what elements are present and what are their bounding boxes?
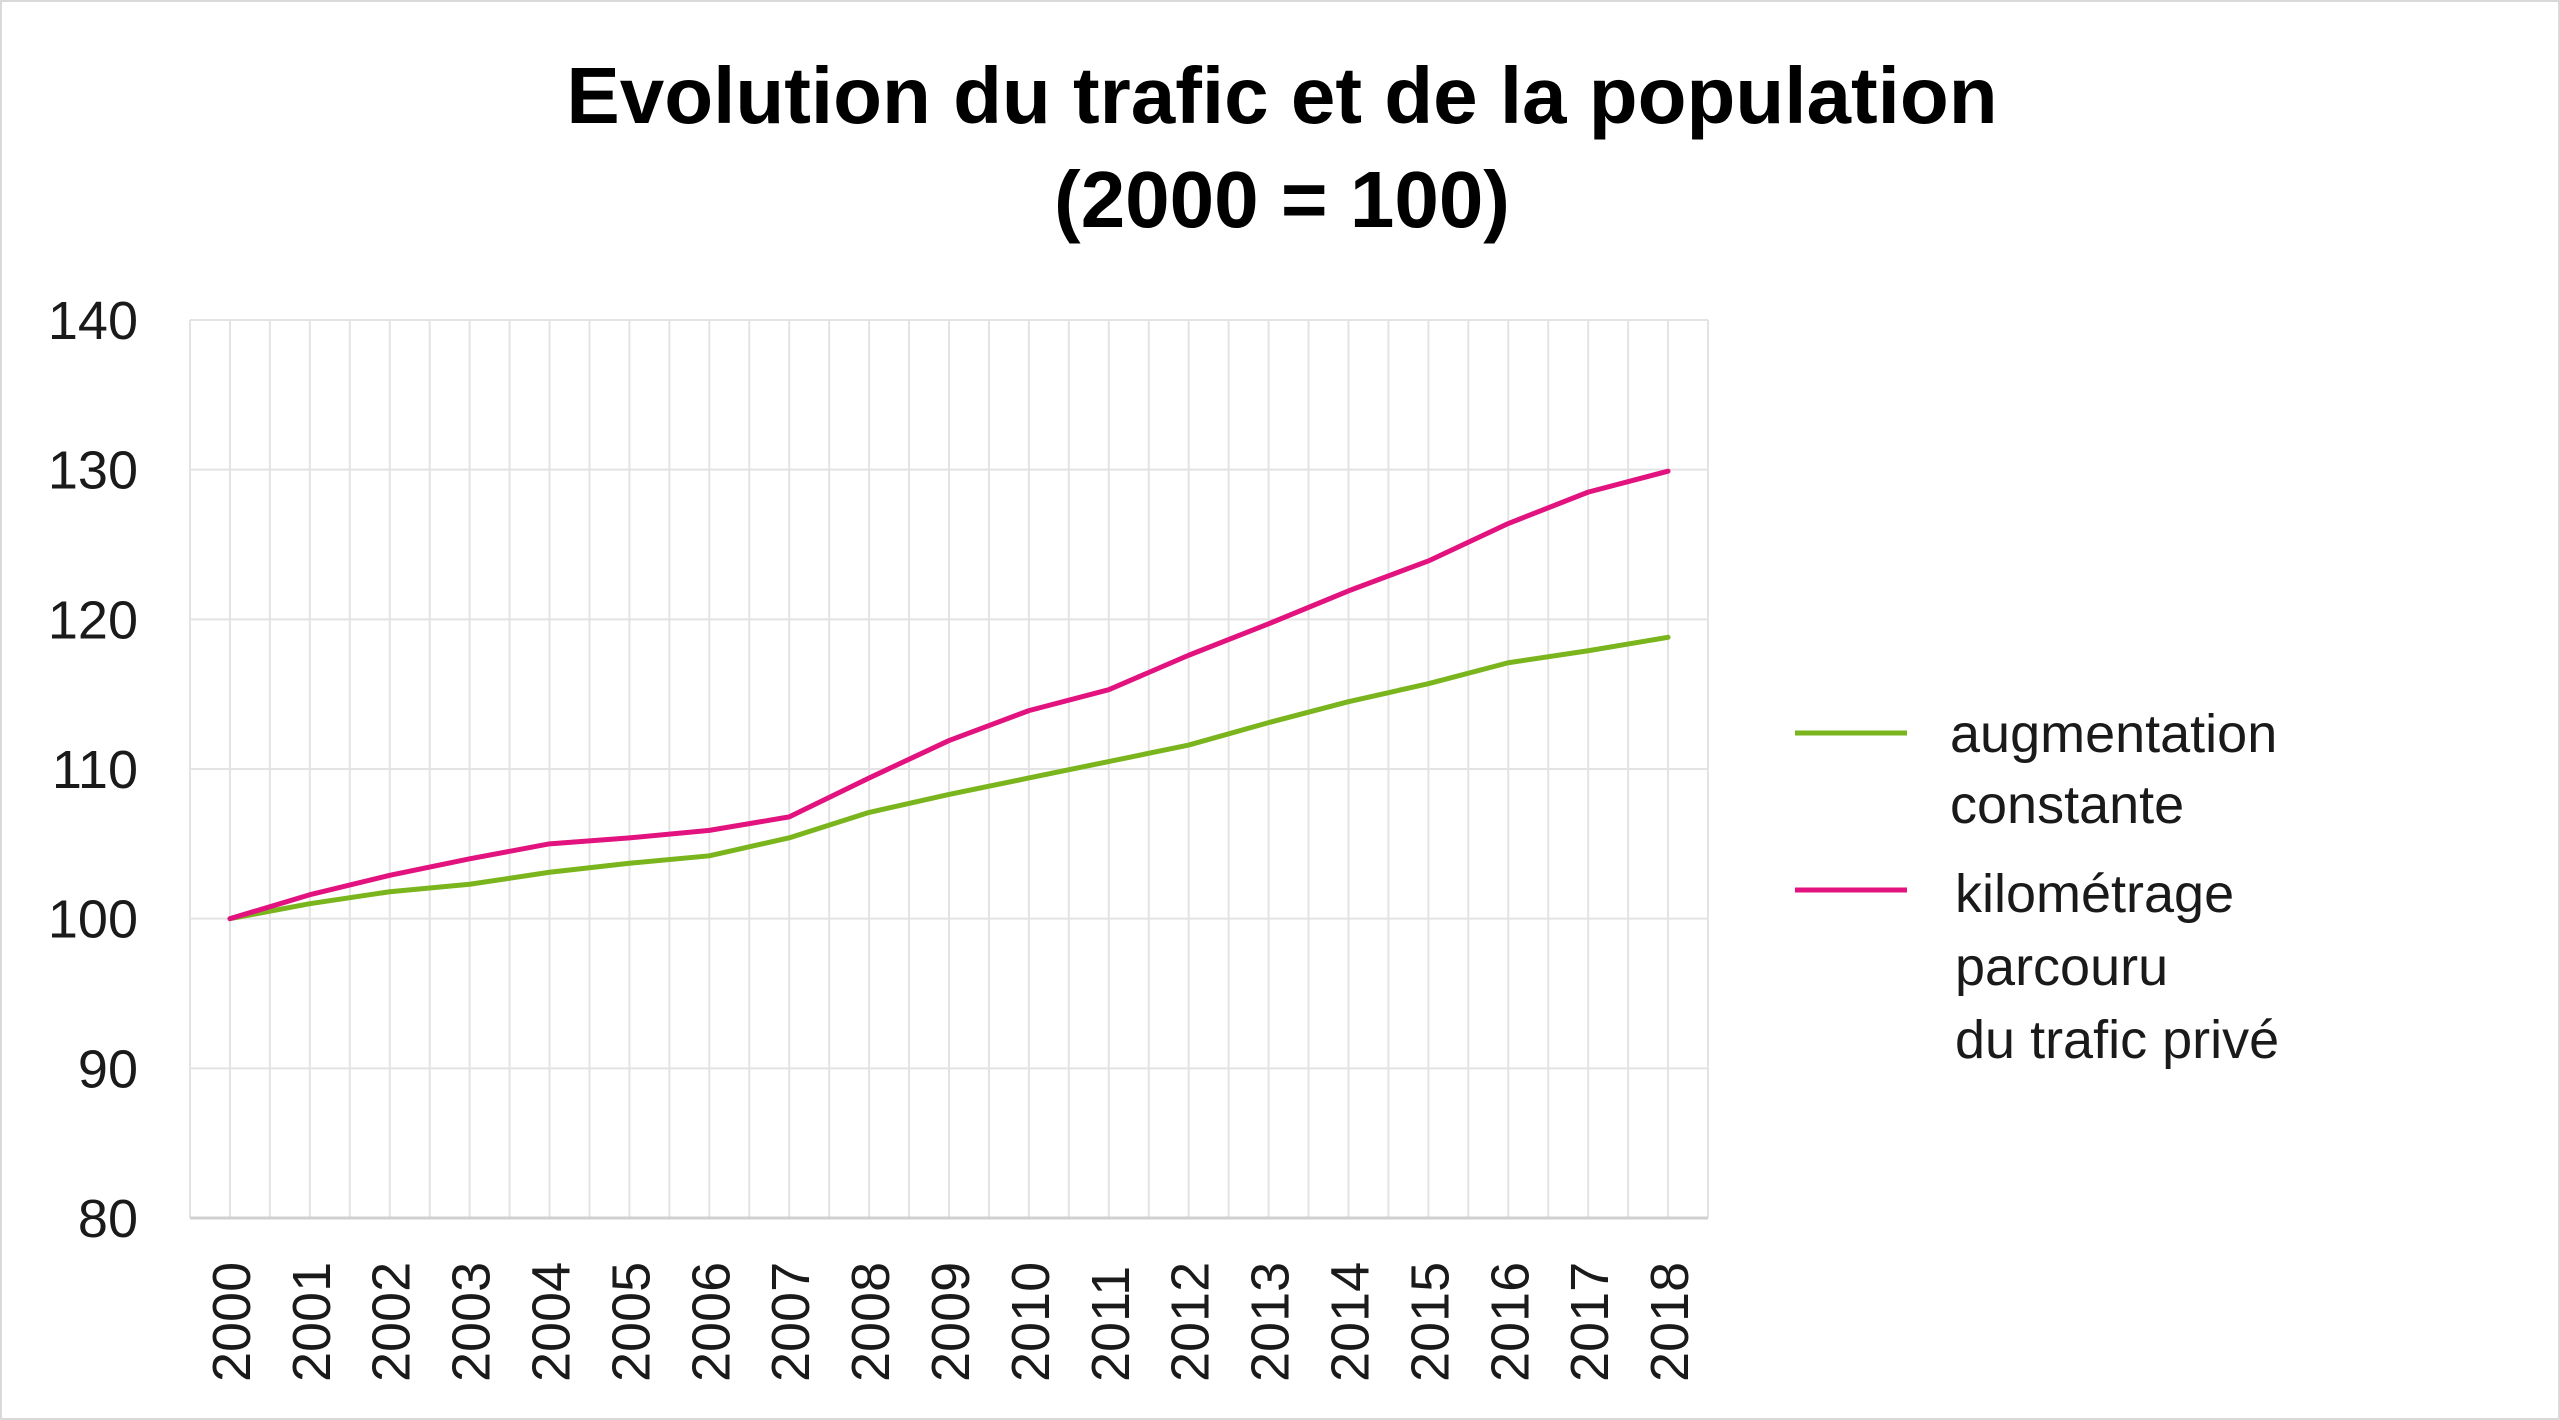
x-tick-label: 2008: [841, 1262, 901, 1382]
x-tick-label: 2000: [202, 1262, 262, 1382]
x-tick-label: 2014: [1320, 1262, 1380, 1382]
series-1-point: [1667, 470, 1669, 472]
x-tick-label: 2004: [522, 1262, 582, 1382]
x-tick-label: 2007: [761, 1262, 821, 1382]
series-0-point: [708, 855, 710, 857]
x-tick-label: 2003: [442, 1262, 502, 1382]
legend-label-augmentation-line-1: augmentation: [1950, 704, 2277, 764]
y-tick-label: 100: [48, 890, 138, 950]
series-1-point: [948, 740, 950, 742]
y-tick-label: 90: [78, 1039, 138, 1099]
series-0-point: [309, 903, 311, 905]
series-1-point: [309, 894, 311, 896]
series-0-point: [1188, 744, 1190, 746]
y-tick-label: 110: [52, 740, 138, 800]
x-tick-label: 2009: [921, 1262, 981, 1382]
series-1-point: [229, 918, 231, 920]
series-0-point: [868, 811, 870, 813]
series-0-point: [1347, 701, 1349, 703]
series-1-point: [469, 858, 471, 860]
series-1-point: [549, 843, 551, 845]
series-0-point: [389, 891, 391, 893]
series-1-point: [788, 816, 790, 818]
series-1-point: [1587, 491, 1589, 493]
legend-label-kilometrage-line-2: parcouru: [1955, 937, 2168, 997]
chart-title-line-1: Evolution du trafic et de la population: [566, 51, 1997, 140]
series-1-point: [389, 874, 391, 876]
y-tick-label: 140: [48, 291, 138, 351]
chart-title-line-2: (2000 = 100): [1054, 155, 1510, 244]
x-tick-label: 2018: [1640, 1262, 1700, 1382]
y-tick-label: 80: [78, 1189, 138, 1249]
plot-grid: [189, 319, 1709, 1220]
series-1-point: [1188, 654, 1190, 656]
series-1-point: [1427, 560, 1429, 562]
series-0-point: [948, 793, 950, 795]
series-0-point: [1507, 662, 1509, 664]
x-tick-label: 2015: [1400, 1262, 1460, 1382]
series-0-point: [1427, 683, 1429, 685]
y-axis-ticks: 80 90 100 110 120 130 140: [48, 291, 138, 1249]
x-axis-ticks: 2000 2001 2002 2003 2004 2005 2006 2007 2008 2009…: [202, 1262, 1700, 1382]
x-tick-label: 2006: [681, 1262, 741, 1382]
series-1-point: [1347, 590, 1349, 592]
series-0-point: [1587, 650, 1589, 652]
x-tick-label: 2012: [1161, 1262, 1221, 1382]
x-tick-label: 2005: [601, 1262, 661, 1382]
series-1-point: [868, 777, 870, 779]
x-tick-label: 2001: [282, 1262, 342, 1382]
series-1-point: [708, 829, 710, 831]
series-1-point: [1028, 710, 1030, 712]
series-0-point: [1028, 777, 1030, 779]
y-tick-label: 130: [48, 441, 138, 501]
legend-label-kilometrage-line-3: du trafic privé: [1955, 1010, 2279, 1070]
series-1-point: [628, 837, 630, 839]
series-1-point: [1108, 689, 1110, 691]
series-0-point: [549, 871, 551, 873]
y-tick-label: 120: [48, 590, 138, 650]
series-lines: [227, 468, 1671, 922]
series-0-point: [788, 837, 790, 839]
series-0-point: [1268, 722, 1270, 724]
x-tick-label: 2013: [1241, 1262, 1301, 1382]
x-tick-label: 2002: [362, 1262, 422, 1382]
x-tick-label: 2011: [1081, 1266, 1141, 1382]
legend-label-augmentation-line-2: constante: [1950, 775, 2184, 835]
legend: augmentation constante kilométrage parco…: [1795, 704, 2279, 1070]
x-tick-label: 2010: [1001, 1262, 1061, 1382]
legend-label-kilometrage-line-1: kilométrage: [1955, 864, 2234, 924]
x-tick-label: 2017: [1560, 1262, 1620, 1382]
series-0-point: [628, 862, 630, 864]
series-0-point: [469, 883, 471, 885]
series-0-point: [1667, 636, 1669, 638]
series-0-point: [1108, 761, 1110, 763]
series-1-point: [1507, 523, 1509, 525]
series-1-point: [1268, 623, 1270, 625]
x-tick-label: 2016: [1480, 1262, 1540, 1382]
